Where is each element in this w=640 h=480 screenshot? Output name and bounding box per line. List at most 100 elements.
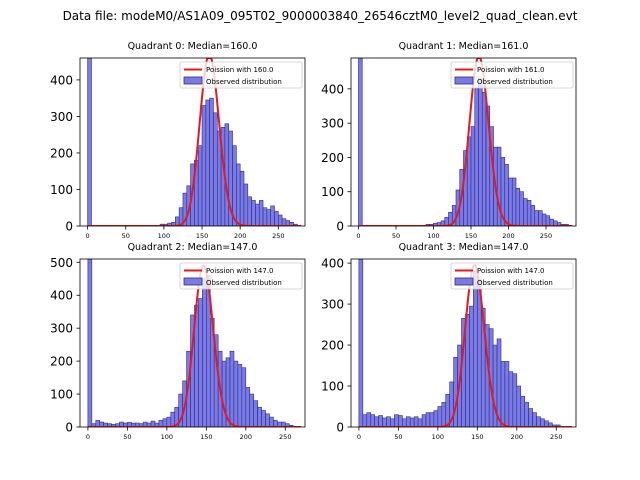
quadrant-2-bar-37 (233, 360, 239, 427)
quadrant-1-bar-0 (358, 58, 363, 226)
quadrant-1-bar-22 (504, 163, 509, 226)
quadrant-2-bar-43 (257, 406, 262, 427)
quadrant-3-bar-18 (429, 412, 435, 427)
quadrant-2-ytick-label-5: 500 (50, 256, 73, 270)
quadrant-3-bar-27 (465, 314, 470, 427)
quadrant-3-bar-20 (437, 406, 443, 427)
quadrant-2-bar-36 (229, 350, 235, 427)
quadrant-0-legend: Poission with 160.0 Observed distributio… (179, 61, 303, 89)
quadrant-2-bar-19 (162, 418, 168, 427)
quadrant-3-bar-11 (402, 418, 407, 427)
quadrant-3-legend-poisson-label: Poission with 147.0 (477, 267, 545, 275)
quadrant-3-bar-14 (413, 416, 419, 427)
quadrant-2-bar-28 (198, 298, 203, 427)
quadrant-0-bar-12 (201, 105, 207, 226)
quadrant-2-ytick-label-4: 400 (50, 289, 73, 303)
quadrant-3-legend: Poission with 147.0 Observed distributio… (450, 262, 574, 290)
quadrant-0-poisson-curve (87, 58, 302, 226)
quadrant-2-title: Quadrant 2: Median=147.0 (128, 242, 258, 253)
quadrant-3-bar-17 (425, 412, 431, 427)
quadrant-1-bar-28 (526, 199, 532, 226)
quadrant-1-bar-23 (508, 177, 513, 226)
quadrant-2-xtick-label-0: 0 (86, 433, 90, 441)
quadrant-2-ytick-label-1: 100 (50, 388, 73, 402)
quadrant-1-xtick-label-5: 250 (540, 232, 552, 240)
quadrant-0-bar-31 (274, 211, 279, 226)
quadrant-3-bar-1 (362, 414, 368, 427)
quadrant-3-bar-40 (516, 385, 522, 427)
quadrant-0-bar-32 (278, 214, 283, 226)
quadrant-1-bar-33 (545, 215, 551, 226)
quadrant-2-xtick-label-1: 50 (123, 433, 131, 441)
quadrant-1-bar-29 (530, 205, 536, 226)
quadrant-1-bar-16 (481, 91, 487, 226)
quadrant-3-bar-19 (433, 410, 439, 427)
quadrant-0-bar-24 (247, 196, 252, 226)
quadrant-0-bar-23 (243, 183, 249, 226)
quadrant-3-bar-39 (512, 373, 518, 427)
quadrant-3-legend-hist-swatch (454, 277, 474, 286)
quadrant-3-legend-box (450, 262, 574, 290)
quadrant-1-poisson-curve (358, 58, 573, 226)
quadrant-3-bar-36 (500, 361, 506, 427)
quadrant-1-legend-box (450, 61, 574, 89)
quadrant-2-xtick-label-5: 250 (279, 433, 291, 441)
quadrant-3-xtick-label-3: 150 (471, 433, 483, 441)
quadrant-0-bar-11 (197, 145, 203, 226)
quadrant-3-ytick-label-2: 200 (321, 339, 344, 353)
quadrant-3-bar-6 (382, 417, 387, 427)
quadrant-2-legend-box (179, 262, 303, 290)
quadrant-3-xtick-label-1: 50 (394, 433, 402, 441)
quadrant-0-bar-33 (281, 218, 287, 226)
quadrant-0-chart: Quadrant 0: Median=160.0 0 50 100 150 200 250… (50, 41, 306, 240)
quadrant-2-bar-39 (241, 367, 247, 427)
quadrant-1-legend-hist-label: Observed distribution (477, 78, 553, 86)
quadrant-0-legend-hist-label: Observed distribution (206, 78, 282, 86)
quadrant-0-ytick-label-1: 100 (50, 183, 73, 197)
quadrant-1-marks (358, 58, 573, 226)
quadrant-2-legend-poisson-label: Poission with 147.0 (206, 267, 274, 275)
quadrant-2-legend: Poission with 147.0 Observed distributio… (179, 262, 303, 290)
quadrant-2-legend-hist-label: Observed distribution (206, 279, 282, 287)
quadrant-0-bar-15 (213, 112, 218, 226)
quadrant-3-axes-frame (350, 258, 577, 428)
quadrant-1-xtick-label-0: 0 (356, 232, 360, 240)
quadrant-0-axes-frame (79, 57, 306, 227)
quadrant-3-bar-4 (374, 416, 379, 427)
quadrant-0-ytick-label-0: 0 (65, 220, 73, 234)
quadrant-3-bar-41 (520, 395, 525, 427)
quadrant-3-bar-8 (390, 418, 395, 427)
quadrant-3-bar-50 (555, 424, 561, 427)
quadrant-0-ytick-label-3: 300 (50, 110, 73, 124)
quadrant-3-ticks: 0 50 100 150 200 250 0 100 200 300 400 (321, 257, 562, 441)
quadrant-0-bar-22 (239, 170, 245, 226)
quadrant-1-bar-26 (519, 191, 524, 226)
quadrant-0-xtick-label-5: 250 (272, 232, 284, 240)
quadrant-1-ytick-label-3: 300 (321, 117, 344, 131)
quadrant-0-legend-hist-swatch (183, 76, 203, 85)
quadrant-1-xtick-label-4: 200 (502, 232, 514, 240)
quadrant-2-bar-40 (245, 387, 251, 427)
quadrant-3-bar-43 (528, 408, 533, 427)
quadrant-2-bar-41 (249, 393, 254, 427)
quadrant-0-bar-30 (270, 205, 275, 226)
quadrant-2-bar-29 (202, 278, 207, 427)
quadrant-0-bar-14 (209, 97, 214, 226)
quadrant-3-bar-44 (532, 412, 537, 427)
quadrant-3-bar-29 (473, 270, 478, 427)
quadrant-1-xtick-label-1: 50 (392, 232, 400, 240)
quadrant-3-bar-46 (540, 418, 545, 427)
quadrant-1-bar-14 (474, 88, 479, 226)
quadrant-3-title: Quadrant 3: Median=147.0 (399, 242, 529, 253)
quadrant-2-bar-0 (87, 259, 93, 427)
quadrant-1-ytick-label-4: 400 (321, 82, 344, 96)
quadrant-0-xtick-label-2: 100 (158, 232, 170, 240)
quadrant-3-bar-42 (524, 402, 529, 427)
quadrant-2-legend-hist-swatch (183, 277, 203, 286)
quadrant-2-xtick-label-3: 150 (200, 433, 212, 441)
quadrant-0-bar-13 (205, 99, 210, 226)
quadrant-3-bar-5 (378, 415, 383, 427)
quadrant-1-chart: Quadrant 1: Median=161.0 0 50 100 150 200 250… (321, 41, 577, 240)
quadrant-3-ytick-label-0: 0 (336, 421, 344, 435)
